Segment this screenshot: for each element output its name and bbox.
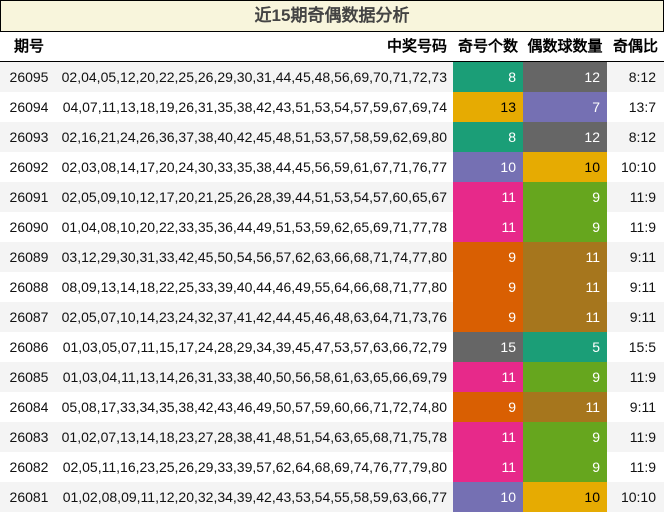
ratio-cell: 13:7 [628,99,656,115]
issue-cell: 26093 [9,129,49,145]
table-row: 26089 03,12,29,30,31,33,42,45,50,54,56,57… [0,242,664,272]
odd-count-cell: 11 [453,452,523,482]
even-count-cell: 5 [523,332,607,362]
ratio-cell: 9:11 [629,279,656,295]
table-row: 26094 04,07,11,13,18,19,26,31,35,38,42,43… [0,92,664,122]
table-row: 26086 01,03,05,07,11,15,17,24,28,29,34,39… [0,332,664,362]
odd-count-cell: 10 [453,482,523,512]
issue-cell: 26094 [9,99,49,115]
ratio-cell: 8:12 [628,129,656,145]
even-count-cell: 11 [523,242,607,272]
table-body: 26095 02,04,05,12,20,22,25,26,29,30,31,44… [0,62,664,512]
table-row: 26091 02,05,09,10,12,17,20,21,25,26,28,39… [0,182,664,212]
issue-cell: 26083 [9,429,49,445]
ratio-cell: 11:9 [629,429,656,445]
numbers-cell: 03,12,29,30,31,33,42,45,50,54,56,57,62,6… [61,249,447,265]
header-issue: 期号 [13,38,44,55]
numbers-cell: 02,03,08,14,17,20,24,30,33,35,38,44,45,5… [61,159,447,175]
table-row: 26084 05,08,17,33,34,35,38,42,43,46,49,50… [0,392,664,422]
odd-count-cell: 9 [453,272,523,302]
table-row: 26081 01,02,08,09,11,12,20,32,34,39,42,43… [0,482,664,512]
even-count-cell: 7 [523,92,607,122]
numbers-cell: 05,08,17,33,34,35,38,42,43,46,49,50,57,5… [61,399,447,415]
issue-cell: 26092 [9,159,49,175]
odd-count-cell: 11 [453,182,523,212]
odd-count-cell: 11 [453,422,523,452]
odd-count-cell: 15 [453,332,523,362]
table-row: 26088 08,09,13,14,18,22,25,33,39,40,44,46… [0,272,664,302]
issue-cell: 26081 [9,489,49,505]
odd-count-cell: 8 [453,62,523,92]
ratio-cell: 11:9 [629,459,656,475]
header-odd: 奇号个数 [457,38,518,55]
odd-count-cell: 10 [453,152,523,182]
odd-count-cell: 11 [453,212,523,242]
ratio-cell: 9:11 [629,249,656,265]
even-count-cell: 10 [523,152,607,182]
table-row: 26092 02,03,08,14,17,20,24,30,33,35,38,44… [0,152,664,182]
odd-count-cell: 9 [453,392,523,422]
issue-cell: 26084 [9,399,49,415]
even-count-cell: 9 [523,452,607,482]
even-count-cell: 12 [523,62,607,92]
odd-count-cell: 9 [453,242,523,272]
issue-cell: 26088 [9,279,49,295]
issue-cell: 26085 [9,369,49,385]
numbers-cell: 02,05,07,10,14,23,24,32,37,41,42,44,45,4… [61,309,447,325]
numbers-cell: 02,16,21,24,26,36,37,38,40,42,45,48,51,5… [61,129,447,145]
ratio-cell: 9:11 [629,309,656,325]
header-ratio: 奇偶比 [612,38,658,55]
issue-cell: 26086 [9,339,49,355]
ratio-cell: 11:9 [629,369,656,385]
numbers-cell: 02,05,11,16,23,25,26,29,33,39,57,62,64,6… [62,459,447,475]
issue-cell: 26089 [9,249,49,265]
even-count-cell: 9 [523,422,607,452]
numbers-cell: 01,02,08,09,11,12,20,32,34,39,42,43,53,5… [62,489,447,505]
table-row: 26082 02,05,11,16,23,25,26,29,33,39,57,62… [0,452,664,482]
ratio-cell: 15:5 [628,339,656,355]
numbers-cell: 01,04,08,10,20,22,33,35,36,44,49,51,53,5… [61,219,447,235]
numbers-cell: 01,03,05,07,11,15,17,24,28,29,34,39,45,4… [62,339,447,355]
issue-cell: 26091 [9,189,49,205]
odd-count-cell: 9 [453,302,523,332]
ratio-cell: 8:12 [628,69,656,85]
even-count-cell: 9 [523,362,607,392]
even-count-cell: 11 [523,272,607,302]
odd-count-cell: 8 [453,122,523,152]
header-numbers: 中奖号码 [386,38,447,55]
numbers-cell: 08,09,13,14,18,22,25,33,39,40,44,46,49,5… [61,279,447,295]
table-row: 26093 02,16,21,24,26,36,37,38,40,42,45,48… [0,122,664,152]
odd-count-cell: 13 [453,92,523,122]
issue-cell: 26095 [9,69,49,85]
even-count-cell: 11 [523,392,607,422]
ratio-cell: 9:11 [629,399,656,415]
ratio-cell: 10:10 [620,159,656,175]
ratio-cell: 10:10 [620,489,656,505]
issue-cell: 26082 [9,459,49,475]
numbers-cell: 02,05,09,10,12,17,20,21,25,26,28,39,44,5… [61,189,447,205]
table-row: 26090 01,04,08,10,20,22,33,35,36,44,49,51… [0,212,664,242]
numbers-cell: 02,04,05,12,20,22,25,26,29,30,31,44,45,4… [61,69,447,85]
issue-cell: 26087 [9,309,49,325]
odd-count-cell: 11 [453,362,523,392]
even-count-cell: 9 [523,212,607,242]
even-count-cell: 9 [523,182,607,212]
even-count-cell: 11 [523,302,607,332]
table-title: 近15期奇偶数据分析 [0,0,664,32]
header-even: 偶数球数量 [527,38,603,55]
numbers-cell: 04,07,11,13,18,19,26,31,35,38,42,43,51,5… [62,99,447,115]
table-row: 26095 02,04,05,12,20,22,25,26,29,30,31,44… [0,62,664,92]
even-count-cell: 12 [523,122,607,152]
table-row: 26087 02,05,07,10,14,23,24,32,37,41,42,44… [0,302,664,332]
even-count-cell: 10 [523,482,607,512]
numbers-cell: 01,02,07,13,14,18,23,27,28,38,41,48,51,5… [61,429,447,445]
numbers-cell: 01,03,04,11,13,14,26,31,33,38,40,50,56,5… [62,369,447,385]
ratio-cell: 11:9 [629,219,656,235]
header-row: 期号 中奖号码 奇号个数 偶数球数量 奇偶比 [0,32,664,63]
table-row: 26085 01,03,04,11,13,14,26,31,33,38,40,50… [0,362,664,392]
issue-cell: 26090 [9,219,49,235]
ratio-cell: 11:9 [629,189,656,205]
table-row: 26083 01,02,07,13,14,18,23,27,28,38,41,48… [0,422,664,452]
